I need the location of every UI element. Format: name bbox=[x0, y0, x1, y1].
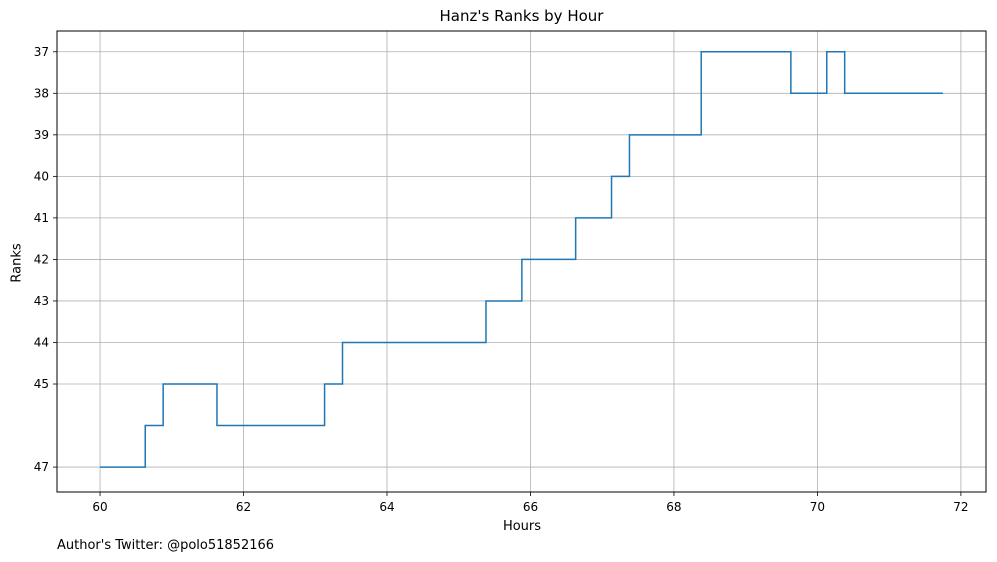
y-tick-label: 45 bbox=[34, 377, 49, 391]
y-tick-label: 42 bbox=[34, 252, 49, 266]
chart-title: Hanz's Ranks by Hour bbox=[439, 7, 604, 25]
x-tick-label: 62 bbox=[236, 500, 251, 514]
series-layer bbox=[100, 51, 943, 468]
rank-step-line bbox=[100, 51, 943, 468]
y-tick-label: 43 bbox=[34, 294, 49, 308]
y-tick-label: 41 bbox=[34, 211, 49, 225]
y-tick-label: 37 bbox=[34, 45, 49, 59]
y-tick-label: 39 bbox=[34, 128, 49, 142]
x-axis-ticks: 60 62 64 66 68 70 72 bbox=[92, 492, 969, 514]
x-tick-label: 64 bbox=[379, 500, 394, 514]
author-credit: Author's Twitter: @polo51852166 bbox=[57, 538, 275, 553]
plot-frame bbox=[56, 30, 987, 493]
x-tick-label: 70 bbox=[810, 500, 825, 514]
y-axis-label: Ranks bbox=[9, 243, 25, 283]
x-tick-label: 60 bbox=[92, 500, 107, 514]
y-tick-label: 38 bbox=[34, 86, 49, 100]
x-tick-label: 66 bbox=[523, 500, 538, 514]
y-axis-ticks: 37 38 39 40 41 42 43 44 45 47 bbox=[34, 45, 57, 474]
x-tick-label: 68 bbox=[666, 500, 681, 514]
y-tick-label: 44 bbox=[34, 335, 49, 349]
x-axis-label: Hours bbox=[502, 519, 542, 534]
y-tick-label: 47 bbox=[34, 460, 49, 474]
x-tick-label: 72 bbox=[953, 500, 968, 514]
y-tick-label: 40 bbox=[34, 169, 49, 183]
